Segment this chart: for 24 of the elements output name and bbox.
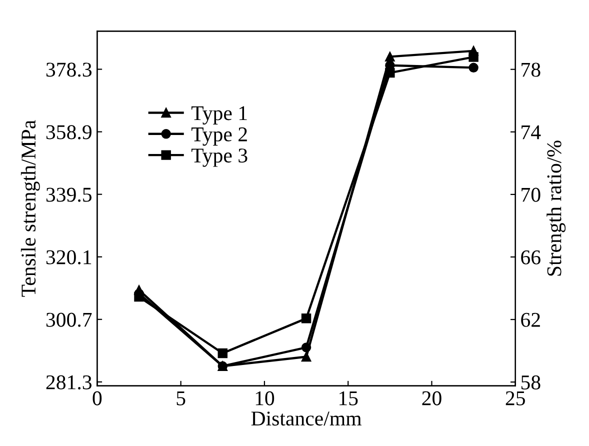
x-tick-label: 25	[506, 391, 525, 406]
y2-tick-label: 70	[522, 188, 540, 202]
y-tick-label: 339.5	[46, 188, 92, 202]
x-tick-label: 15	[340, 391, 358, 406]
y2-tick-label: 62	[521, 312, 540, 327]
y2-tick-label: 78	[522, 62, 540, 77]
legend-label: Type 2	[191, 127, 247, 146]
y-tick-label: 378.3	[46, 62, 92, 77]
y-tick-label: 358.9	[46, 125, 92, 140]
x-tick-label: 20	[422, 391, 442, 406]
y2-tick-label: 66	[521, 250, 540, 264]
y2-axis-title: Strength ratio/%	[546, 140, 566, 276]
x-tick-label: 0	[92, 391, 102, 406]
x-axis-title: Distance/mm	[251, 412, 362, 426]
y-tick-label: 281.3	[46, 375, 92, 390]
legend-label: Type 1	[191, 106, 247, 125]
y-axis-title: Tensile strength/MPa	[20, 120, 40, 297]
y-tick-label: 320.1	[46, 250, 92, 264]
x-tick-label: 10	[256, 391, 274, 406]
y-tick-label: 300.7	[46, 312, 92, 327]
x-tick-label: 5	[176, 391, 186, 406]
y2-tick-label: 58	[521, 375, 540, 390]
y2-tick-label: 74	[522, 125, 541, 140]
legend-label: Type 3	[191, 148, 248, 167]
